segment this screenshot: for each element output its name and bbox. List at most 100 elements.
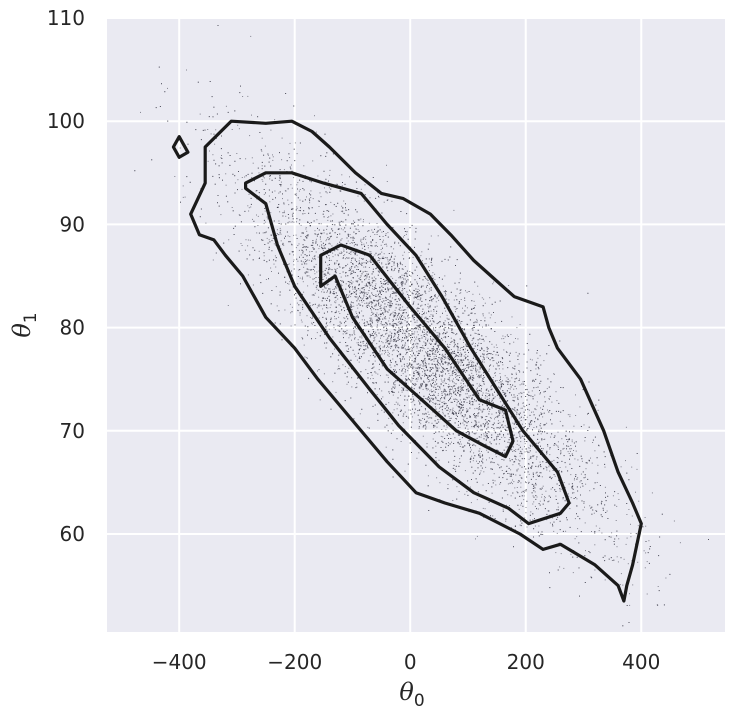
scatter-point: [397, 266, 399, 268]
scatter-point: [445, 310, 447, 312]
scatter-point: [284, 309, 286, 311]
scatter-point: [248, 210, 250, 212]
scatter-point: [418, 371, 420, 373]
scatter-point: [258, 195, 260, 197]
scatter-point: [284, 190, 286, 192]
scatter-point: [385, 318, 387, 320]
scatter-point: [644, 567, 646, 569]
scatter-point: [543, 498, 545, 500]
scatter-point: [302, 304, 304, 306]
scatter-point: [313, 265, 315, 267]
scatter-point: [305, 227, 307, 229]
scatter-point: [435, 381, 436, 383]
scatter-point: [520, 486, 522, 488]
scatter-point: [469, 486, 471, 488]
scatter-point: [422, 285, 424, 287]
scatter-point: [488, 410, 490, 412]
scatter-point: [372, 285, 374, 287]
scatter-point: [425, 385, 427, 387]
scatter-point: [186, 69, 187, 71]
scatter-point: [405, 280, 407, 282]
scatter-point: [425, 398, 427, 400]
scatter-point: [562, 498, 564, 500]
scatter-point: [334, 254, 336, 256]
scatter-point: [360, 345, 362, 347]
scatter-point: [475, 417, 477, 419]
scatter-point: [280, 229, 282, 231]
scatter-point: [407, 370, 409, 372]
scatter-point: [287, 199, 289, 201]
scatter-point: [486, 449, 488, 451]
scatter-point: [387, 349, 389, 351]
scatter-point: [449, 369, 451, 371]
scatter-point: [396, 344, 398, 346]
scatter-point: [482, 392, 484, 394]
scatter-point: [466, 291, 468, 293]
scatter-point: [291, 251, 293, 253]
scatter-point: [262, 232, 264, 234]
scatter-point: [510, 495, 512, 497]
scatter-point: [463, 312, 465, 314]
scatter-point: [437, 335, 438, 337]
scatter-point: [370, 309, 372, 311]
scatter-point: [386, 338, 388, 340]
scatter-point: [406, 336, 408, 338]
scatter-point: [435, 406, 436, 408]
scatter-point: [413, 289, 415, 291]
scatter-point: [426, 312, 427, 314]
scatter-point: [334, 268, 336, 270]
scatter-point: [390, 300, 392, 302]
scatter-point: [540, 433, 542, 435]
scatter-point: [433, 380, 435, 382]
scatter-point: [293, 259, 295, 261]
scatter-point: [451, 417, 452, 419]
scatter-point: [398, 321, 400, 323]
scatter-point: [548, 466, 550, 468]
scatter-point: [350, 251, 352, 253]
scatter-point: [355, 311, 357, 313]
scatter-point: [465, 421, 467, 423]
scatter-point: [630, 523, 631, 525]
scatter-point: [409, 348, 411, 350]
scatter-point: [493, 281, 495, 283]
scatter-point: [489, 297, 491, 299]
scatter-point: [449, 434, 451, 435]
scatter-point: [446, 317, 448, 319]
scatter-point: [431, 422, 433, 424]
scatter-point: [308, 269, 310, 271]
scatter-point: [483, 382, 485, 384]
scatter-point: [442, 411, 444, 413]
scatter-point: [618, 538, 620, 540]
scatter-point: [384, 257, 386, 259]
scatter-point: [480, 416, 482, 418]
scatter-point: [332, 381, 334, 383]
scatter-point: [338, 290, 340, 292]
scatter-point: [429, 288, 431, 290]
scatter-point: [637, 525, 639, 527]
scatter-point: [380, 337, 381, 339]
scatter-point: [420, 387, 422, 389]
scatter-point: [441, 429, 443, 430]
scatter-point: [583, 503, 585, 504]
scatter-point: [502, 368, 504, 370]
scatter-point: [516, 440, 518, 442]
scatter-point: [459, 426, 461, 428]
scatter-point: [312, 198, 314, 200]
scatter-point: [371, 319, 373, 321]
scatter-point: [371, 322, 373, 324]
scatter-point: [315, 238, 317, 240]
scatter-point: [337, 368, 339, 370]
scatter-point: [295, 247, 297, 249]
scatter-point: [487, 431, 489, 432]
scatter-point: [452, 351, 453, 352]
scatter-point: [459, 410, 461, 412]
scatter-point: [361, 263, 363, 264]
scatter-point: [472, 431, 473, 433]
scatter-point: [365, 306, 367, 308]
scatter-point: [370, 326, 372, 328]
scatter-point: [486, 356, 488, 358]
scatter-point: [429, 283, 431, 285]
scatter-point: [426, 389, 428, 391]
scatter-point: [329, 322, 331, 324]
scatter-point: [403, 330, 404, 332]
